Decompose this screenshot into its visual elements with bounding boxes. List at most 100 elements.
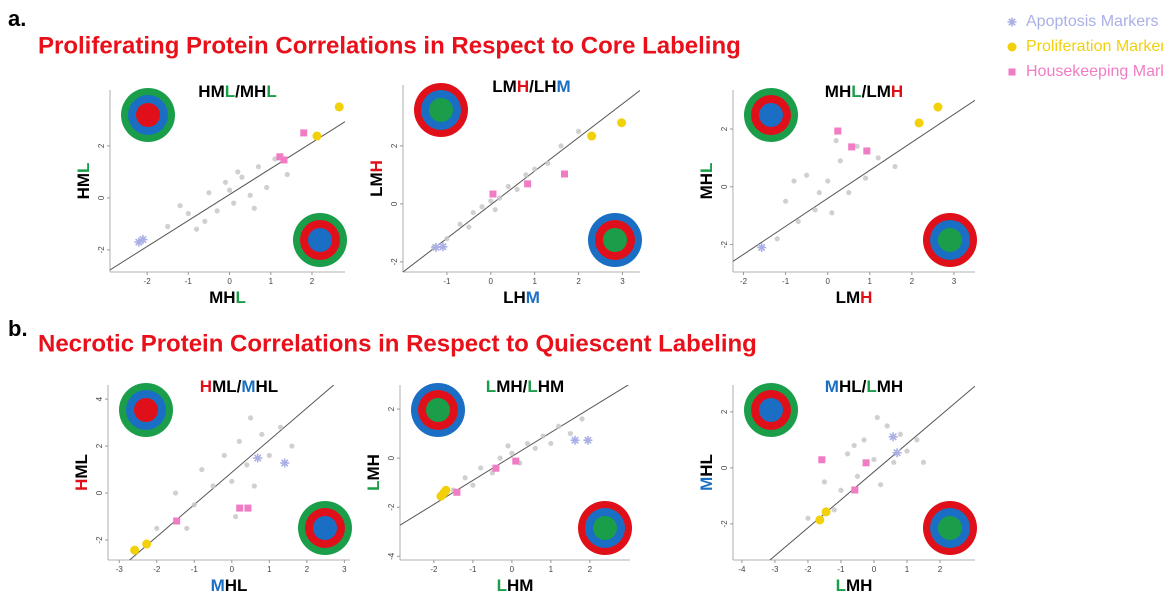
x-tick-label: 1: [549, 565, 554, 574]
point: [227, 188, 232, 193]
y-tick-label: 0: [95, 490, 104, 495]
x-axis-label: MHL: [209, 288, 246, 307]
x-tick-label: -2: [144, 277, 152, 286]
point: [186, 211, 191, 216]
chart: -10123-202LMH/LHMLHMLMH: [367, 77, 642, 307]
point: [444, 236, 449, 241]
point: [457, 222, 462, 227]
point: [439, 489, 448, 498]
chart-title: HML/MHL: [198, 82, 276, 101]
label-part: HL: [225, 576, 248, 595]
point: [173, 490, 178, 495]
point: [878, 482, 883, 487]
point: [825, 178, 830, 183]
y-tick-label: -2: [97, 246, 106, 254]
legend-marker: [1008, 43, 1017, 52]
point: [838, 488, 843, 493]
y-tick-label: -2: [720, 240, 729, 248]
point: [479, 204, 484, 209]
x-tick-label: 1: [532, 277, 537, 286]
point: [492, 465, 499, 472]
point: [871, 457, 876, 462]
point: [488, 198, 493, 203]
point: [579, 416, 584, 421]
legend-label: Housekeeping Markers: [1026, 63, 1163, 80]
chart-title: LMH/LHM: [486, 377, 564, 396]
point: [289, 443, 294, 448]
point: [264, 185, 269, 190]
chart: -2-1012-4-202LMH/LHMLHMLMH: [364, 377, 632, 595]
point: [134, 238, 143, 247]
x-tick-label: 2: [305, 565, 310, 574]
point: [222, 453, 227, 458]
point: [505, 443, 510, 448]
x-tick-label: 1: [269, 277, 274, 286]
point: [525, 441, 530, 446]
y-tick-label: 2: [390, 143, 399, 148]
point: [478, 465, 483, 470]
point: [904, 448, 909, 453]
label-part: /MH: [235, 82, 266, 101]
y-tick-label: 2: [387, 406, 396, 411]
label-part: H: [72, 479, 91, 491]
label-part: MH: [877, 377, 903, 396]
point: [506, 184, 511, 189]
label-part: L: [74, 163, 93, 173]
icon-ring: [308, 228, 332, 252]
panel-title: Proliferating Protein Correlations in Re…: [38, 32, 741, 59]
x-tick-label: 1: [267, 565, 272, 574]
x-axis-label: LMH: [836, 576, 873, 595]
x-axis-label: LHM: [497, 576, 534, 595]
point: [855, 474, 860, 479]
x-tick-label: -1: [185, 277, 193, 286]
label-part: L: [364, 481, 383, 491]
chart-title: MHL/LMH: [825, 377, 903, 396]
point: [335, 102, 344, 111]
x-tick-label: -1: [837, 565, 845, 574]
point: [532, 166, 537, 171]
point: [248, 193, 253, 198]
label-part: MH/: [496, 377, 527, 396]
y-tick-label: -2: [390, 258, 399, 266]
y-tick-label: -2: [720, 520, 729, 528]
icon-ring: [429, 98, 453, 122]
point: [863, 459, 870, 466]
point: [252, 206, 257, 211]
point: [885, 423, 890, 428]
point: [259, 432, 264, 437]
point: [876, 155, 881, 160]
legend-marker: [1009, 69, 1016, 76]
point: [267, 453, 272, 458]
label-part: L: [697, 163, 716, 173]
x-tick-label: 3: [620, 277, 625, 286]
label-part: LM: [836, 288, 861, 307]
point: [229, 479, 234, 484]
label-part: L: [497, 576, 507, 595]
point: [493, 207, 498, 212]
y-tick-label: 0: [720, 465, 729, 470]
point: [233, 514, 238, 519]
point: [815, 515, 824, 524]
label-part: M: [557, 77, 571, 96]
label-part: L: [236, 288, 246, 307]
point: [576, 129, 581, 134]
label-part: MH: [825, 82, 851, 101]
y-axis-label: MHL: [697, 454, 716, 491]
point: [223, 180, 228, 185]
point: [280, 458, 289, 467]
point: [192, 502, 197, 507]
y-tick-label: 0: [97, 195, 106, 200]
label-part: HM: [74, 173, 93, 199]
point: [130, 546, 139, 555]
point: [822, 479, 827, 484]
point: [568, 431, 573, 436]
y-axis-label: HML: [72, 454, 91, 491]
y-tick-label: 2: [720, 126, 729, 131]
x-axis-label: MHL: [211, 576, 248, 595]
point: [855, 144, 860, 149]
label-part: ML: [72, 454, 91, 479]
icon-ring: [759, 103, 783, 127]
point: [509, 451, 514, 456]
x-tick-label: -2: [804, 565, 812, 574]
point: [861, 437, 866, 442]
